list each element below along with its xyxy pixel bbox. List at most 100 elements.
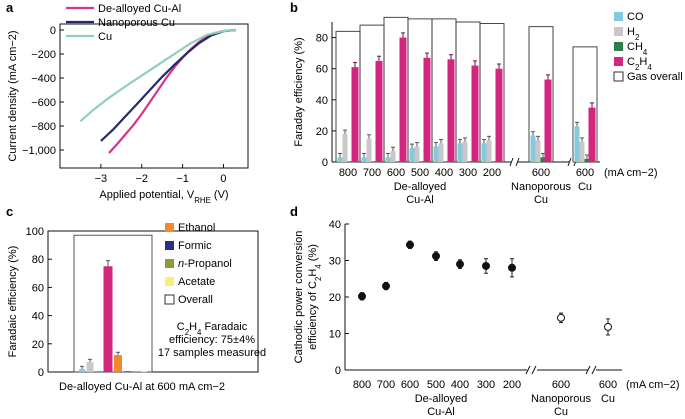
y-tick-label-b: 0 [322,157,328,169]
panel-d-power-conversion: 0 10 20 30 40 Cathodic power conversion effici… [293,219,679,418]
bar-ch4 [540,157,546,162]
data-point-filled [406,240,414,249]
bar-c2h4 [447,59,455,163]
bar-c2h4 [471,65,479,162]
y-tick-label-c: 100 [26,226,44,238]
x-tick-label-b: 500 [411,167,429,179]
bar-co [481,143,487,162]
bar-h2 [535,140,541,162]
legend-label-dealloyed: De-alloyed Cu-Al [98,3,181,15]
y-tick-label-d: 20 [329,292,341,304]
group-label-d: Cu [601,393,615,405]
legend-label-cu: Cu [98,31,112,43]
bar-ch4 [491,161,497,162]
axis-break-d [585,365,591,375]
bar-h2 [390,151,396,162]
y-tick-label-c: 40 [32,311,44,323]
axis-break-b [567,157,572,167]
bar-ch4 [419,161,425,162]
series-line-dealloyed [108,28,236,154]
legend-label-b: H2 [627,26,639,42]
axis-break-b [515,157,520,167]
axes-frame-a [59,23,249,169]
group-label-d: De-alloyed [415,393,468,405]
data-point-open [604,322,612,331]
legend-swatch-co [614,12,623,21]
x-tick-label-d: 600 [401,379,419,391]
bar-co [337,157,343,162]
bar-c2h4 [588,107,596,162]
group-label-d: Cu-Al [427,406,455,418]
y-tick-label-c: 60 [32,282,44,294]
y-tick-label-a: −400 [31,73,56,85]
y-tick-label-a: −800 [31,121,56,133]
unit-label-d: (mA cm−2) [626,379,679,391]
bar-ch4 [467,161,473,162]
y-axis-label-c: Faradaic efficiency (%) [7,246,19,358]
x-tick-label-d: 600 [552,379,570,391]
y-tick-label-d: 10 [329,329,341,341]
bar-h2 [486,140,492,162]
overall-box-c [73,234,153,373]
y-tick-label-a: 0 [50,25,56,37]
data-point-filled [432,252,440,261]
bar-ch4 [584,158,590,162]
y-tick-label-b: 20 [316,126,328,138]
y-axis-label-d-line2: efficiency of C2H4(%) [307,244,323,350]
data-point-filled [482,261,490,270]
legend-swatch-acetate [165,277,174,286]
axis-break-d [591,365,597,375]
bar-h2 [462,141,468,162]
y-tick-label-a: −1,000 [22,145,56,157]
panel-letter-a: a [6,0,14,15]
y-tick-label-c: 80 [32,254,44,266]
bar-c2h4 [351,67,359,162]
annotation-line-3: 17 samples measured [158,347,266,359]
group-label-b: Cu [534,194,548,206]
axis-break-d [531,365,537,375]
axes-frame-c [47,230,259,373]
bar-ethanol [114,355,122,372]
bar-co [409,148,415,162]
panel-letter-b: b [290,0,298,15]
annotation-line-1: C2H4 Faradaic [177,321,248,337]
y-tick-label-a: −200 [31,49,56,61]
y-tick-label-d: 30 [329,256,341,268]
series-line-nanoporous [100,28,236,142]
y-axis-label-b: Faraday efficiency (%) [293,37,305,146]
x-tick-label-a: −3 [95,173,108,185]
bar-h2 [438,143,444,162]
bar-h2 [86,362,94,372]
bar-co [574,126,580,162]
panel-b-faraday-efficiency: 0 20 40 60 80 Faraday efficiency (%) 800 700 600… [293,11,683,206]
legend-label-c: Acetate [178,276,215,288]
legend-label-c: Formic [178,240,212,252]
axis-break-b [509,157,514,167]
x-axis-label-a: Applied potential, VRHE (V) [99,189,228,205]
data-point-open [557,313,565,322]
legend-swatch-propanol [165,259,174,268]
y-tick-label-b: 80 [316,33,328,45]
bar-ch4 [395,161,401,162]
bar-c2h4 [544,79,552,162]
unit-label-b: (mA cm−2) [604,167,657,179]
bar-co [79,369,85,372]
bar-co [530,135,536,162]
panel-c-faradaic-efficiency: 0 20 40 60 80 100 Faradaic efficiency (%) De-al… [7,222,266,393]
bar-h2 [342,134,348,162]
x-tick-label-b: 400 [435,167,453,179]
x-tick-label-a: 0 [220,173,226,185]
x-tick-label-b: 600 [576,167,594,179]
bar-co [385,157,391,162]
bar-co [457,143,463,162]
bar-c2h4 [495,68,503,162]
y-tick-label-a: −600 [31,97,56,109]
bar-formic [125,371,131,372]
panel-letter-d: d [290,204,298,219]
x-tick-label-d: 800 [353,379,371,391]
y-axis-label-a: Current density (mA cm−2) [7,30,19,161]
bar-ch4 [371,161,377,162]
legend-swatch-ch4 [614,42,623,51]
x-tick-label-b: 200 [483,167,501,179]
x-tick-label-b: 800 [339,167,357,179]
